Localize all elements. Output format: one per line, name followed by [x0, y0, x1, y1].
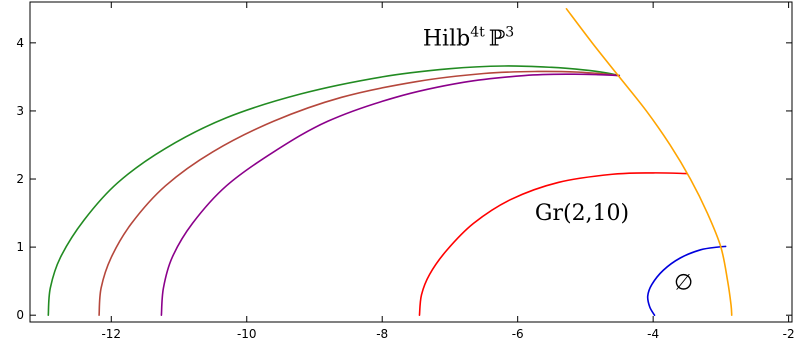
y-tick-label-3: 3 [16, 104, 24, 118]
plot-frame [29, 1, 793, 323]
annotation-hilb-tail-sup: 3 [505, 25, 514, 41]
x-tick-label-5: -2 [783, 327, 795, 341]
y-tick-label-1: 1 [16, 240, 24, 254]
curves-layer [47, 8, 733, 316]
series-line-3 [418, 172, 688, 316]
annotations-layer: Hilb4t ℙ3 Gr(2,10) ∅ [423, 25, 693, 296]
annotation-hilb-sup: 4t [470, 25, 485, 41]
x-tick-label-2: -8 [376, 327, 388, 341]
annotation-empty-set: ∅ [674, 270, 693, 295]
x-tick-label-4: -4 [647, 327, 659, 341]
annotation-gr: Gr(2,10) [535, 201, 629, 226]
x-tick-label-3: -6 [512, 327, 524, 341]
y-tick-label-0: 0 [16, 308, 24, 322]
series-line-4 [646, 245, 727, 316]
series-line-0 [47, 65, 621, 316]
y-tick-label-2: 2 [16, 172, 24, 186]
y-tick-label-4: 4 [16, 36, 24, 50]
x-axis: -12 -10 -8 -6 -4 -2 [101, 2, 795, 341]
x-tick-label-0: -12 [101, 327, 121, 341]
series-line-2 [160, 73, 621, 316]
y-axis: 0 1 2 3 4 [16, 36, 792, 322]
series-line-1 [98, 70, 621, 316]
annotation-hilb-tail: ℙ [489, 27, 506, 52]
annotation-hilb-base: Hilb [423, 27, 470, 52]
plot-border [29, 1, 793, 323]
series-line-5 [565, 8, 733, 316]
annotation-hilb: Hilb4t ℙ3 [423, 25, 514, 52]
x-tick-label-1: -10 [237, 327, 257, 341]
